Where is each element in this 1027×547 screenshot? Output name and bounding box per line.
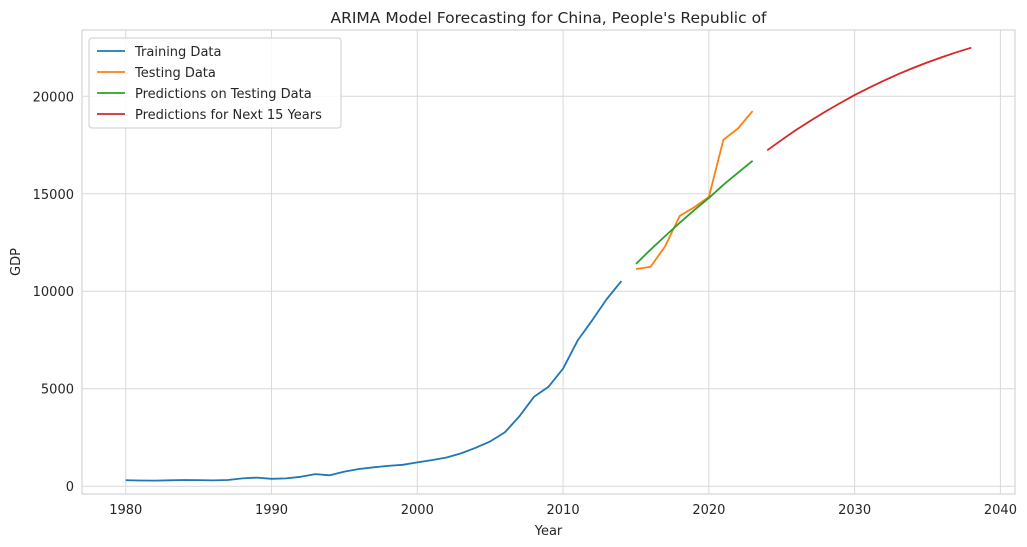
series-line-2 bbox=[635, 160, 754, 265]
legend-label-1: Testing Data bbox=[134, 66, 216, 81]
series-layer bbox=[125, 46, 972, 482]
series-line-0 bbox=[125, 280, 623, 482]
x-tick-label: 1980 bbox=[109, 503, 142, 518]
x-axis-label: Year bbox=[534, 524, 563, 539]
series-line-1 bbox=[635, 110, 754, 270]
x-tick-label: 2020 bbox=[692, 503, 725, 518]
x-tick-label: 2010 bbox=[547, 503, 580, 518]
tick-labels: 1980 1990 2000 2010 2020 2030 2040 0 5000 10000 15… bbox=[33, 90, 1017, 518]
legend: Training Data Testing Data Predictions on … bbox=[88, 37, 342, 129]
legend-box bbox=[88, 37, 342, 129]
x-tick-label: 2040 bbox=[984, 503, 1017, 518]
y-tick-label: 15000 bbox=[33, 188, 74, 203]
x-tick-label: 2000 bbox=[401, 503, 434, 518]
x-tick-label: 1990 bbox=[255, 503, 288, 518]
legend-label-2: Predictions on Testing Data bbox=[135, 87, 312, 102]
y-tick-label: 0 bbox=[66, 480, 74, 495]
y-tick-label: 5000 bbox=[41, 383, 74, 398]
chart-title: ARIMA Model Forecasting for China, Peopl… bbox=[330, 9, 767, 27]
legend-label-3: Predictions for Next 15 Years bbox=[135, 108, 322, 123]
y-axis-label: GDP bbox=[9, 248, 24, 276]
series-line-3 bbox=[766, 46, 972, 152]
y-tick-label: 10000 bbox=[33, 285, 74, 300]
legend-label-0: Training Data bbox=[134, 45, 221, 60]
y-tick-label: 20000 bbox=[33, 90, 74, 105]
x-tick-label: 2030 bbox=[838, 503, 871, 518]
